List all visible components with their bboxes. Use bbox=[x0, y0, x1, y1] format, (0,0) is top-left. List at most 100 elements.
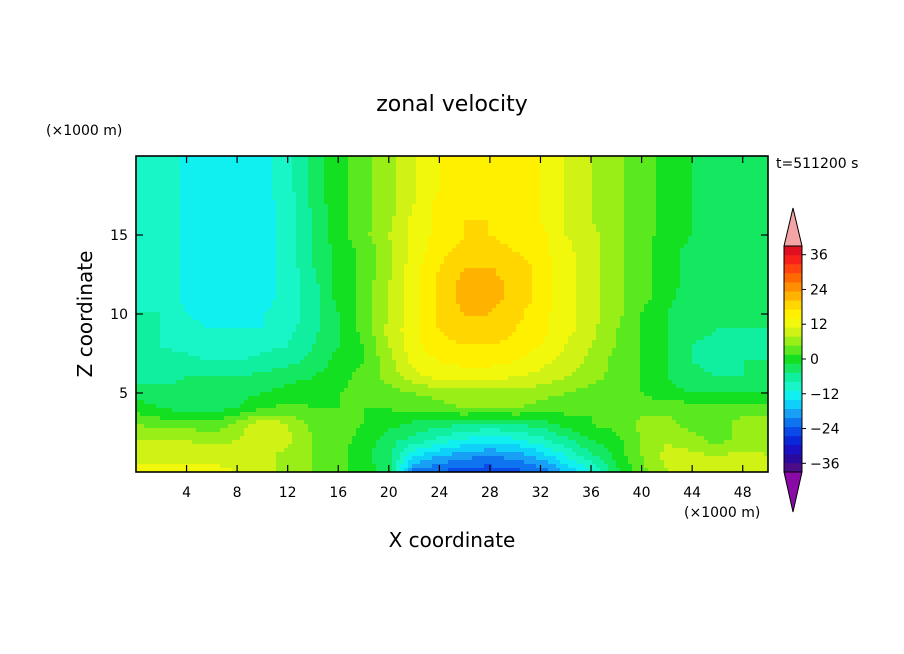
field-cell bbox=[472, 188, 477, 193]
field-cell bbox=[592, 176, 597, 181]
field-cell bbox=[160, 276, 165, 281]
field-cell bbox=[628, 192, 633, 197]
field-cell bbox=[272, 164, 277, 169]
field-cell bbox=[284, 212, 289, 217]
field-cell bbox=[316, 268, 321, 273]
field-cell bbox=[604, 244, 609, 249]
field-cell bbox=[392, 164, 397, 169]
field-cell bbox=[708, 264, 713, 269]
field-cell bbox=[596, 244, 601, 249]
field-cell bbox=[612, 264, 617, 269]
field-cell bbox=[656, 212, 661, 217]
field-cell bbox=[732, 240, 737, 245]
field-cell bbox=[696, 216, 701, 221]
field-cell bbox=[544, 228, 549, 233]
field-cell bbox=[344, 192, 349, 197]
field-cell bbox=[408, 164, 413, 169]
field-cell bbox=[264, 260, 269, 265]
field-cell bbox=[392, 176, 397, 181]
field-cell bbox=[388, 168, 393, 173]
field-cell bbox=[576, 192, 581, 197]
field-cell bbox=[628, 248, 633, 253]
field-cell bbox=[612, 232, 617, 237]
field-cell bbox=[564, 216, 569, 221]
field-cell bbox=[144, 228, 149, 233]
field-cell bbox=[616, 208, 621, 213]
field-cell bbox=[264, 272, 269, 277]
field-cell bbox=[504, 204, 509, 209]
field-cell bbox=[236, 260, 241, 265]
field-cell bbox=[268, 244, 273, 249]
field-cell bbox=[492, 248, 497, 253]
field-cell bbox=[324, 156, 329, 161]
field-cell bbox=[288, 280, 293, 285]
field-cell bbox=[576, 176, 581, 181]
field-cell bbox=[364, 180, 369, 185]
field-cell bbox=[284, 244, 289, 249]
field-cell bbox=[136, 260, 141, 265]
field-cell bbox=[304, 184, 309, 189]
field-cell bbox=[168, 224, 173, 229]
field-cell bbox=[744, 188, 749, 193]
field-cell bbox=[160, 260, 165, 265]
field-cell bbox=[248, 228, 253, 233]
field-cell bbox=[644, 172, 649, 177]
field-cell bbox=[544, 268, 549, 273]
field-cell bbox=[672, 244, 677, 249]
field-cell bbox=[304, 260, 309, 265]
field-cell bbox=[660, 196, 665, 201]
field-cell bbox=[444, 168, 449, 173]
field-cell bbox=[276, 192, 281, 197]
field-cell bbox=[364, 168, 369, 173]
field-cell bbox=[664, 240, 669, 245]
field-cell bbox=[588, 256, 593, 261]
field-cell bbox=[592, 252, 597, 257]
field-cell bbox=[136, 280, 141, 285]
field-cell bbox=[320, 216, 325, 221]
field-cell bbox=[200, 260, 205, 265]
field-cell bbox=[140, 248, 145, 253]
field-cell bbox=[448, 236, 453, 241]
field-cell bbox=[568, 192, 573, 197]
field-cell bbox=[752, 208, 757, 213]
field-cell bbox=[264, 224, 269, 229]
field-cell bbox=[524, 184, 529, 189]
field-cell bbox=[400, 248, 405, 253]
field-cell bbox=[752, 164, 757, 169]
field-cell bbox=[488, 200, 493, 205]
field-cell bbox=[636, 236, 641, 241]
field-cell bbox=[688, 216, 693, 221]
field-cell bbox=[548, 248, 553, 253]
field-cell bbox=[344, 256, 349, 261]
field-cell bbox=[468, 224, 473, 229]
field-cell bbox=[540, 260, 545, 265]
field-cell bbox=[480, 228, 485, 233]
field-cell bbox=[376, 204, 381, 209]
field-cell bbox=[260, 216, 265, 221]
field-cell bbox=[256, 220, 261, 225]
field-cell bbox=[604, 208, 609, 213]
field-cell bbox=[548, 192, 553, 197]
field-cell bbox=[360, 228, 365, 233]
field-cell bbox=[508, 220, 513, 225]
field-cell bbox=[400, 276, 405, 281]
field-cell bbox=[384, 272, 389, 277]
field-cell bbox=[160, 160, 165, 165]
field-cell bbox=[720, 180, 725, 185]
field-cell bbox=[276, 176, 281, 181]
field-cell bbox=[272, 268, 277, 273]
field-cell bbox=[212, 188, 217, 193]
field-cell bbox=[440, 232, 445, 237]
field-cell bbox=[544, 180, 549, 185]
field-cell bbox=[340, 224, 345, 229]
field-cell bbox=[688, 240, 693, 245]
field-cell bbox=[356, 228, 361, 233]
field-cell bbox=[304, 156, 309, 161]
field-cell bbox=[520, 212, 525, 217]
field-cell bbox=[648, 204, 653, 209]
field-cell bbox=[224, 180, 229, 185]
field-cell bbox=[648, 272, 653, 277]
field-cell bbox=[164, 228, 169, 233]
field-cell bbox=[364, 184, 369, 189]
field-cell bbox=[272, 240, 277, 245]
